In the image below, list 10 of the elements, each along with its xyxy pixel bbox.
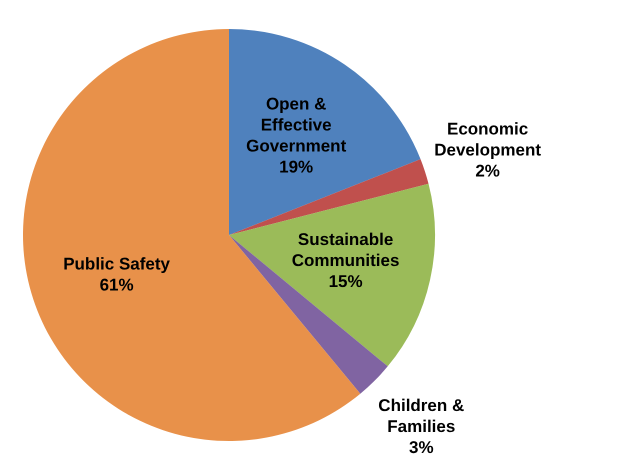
slice-label: Economic Development	[434, 120, 542, 160]
slice-label: Public Safety	[63, 254, 171, 274]
slice-label: Open & Effective Government	[246, 94, 347, 156]
data-label: 3%	[408, 438, 434, 457]
slice-label: Sustainable Communities	[292, 230, 400, 270]
data-label: 61%	[100, 276, 134, 295]
data-label: 2%	[475, 162, 500, 181]
slice-label: Children & Families	[378, 396, 464, 436]
data-label: 15%	[328, 272, 363, 291]
data-label: 19%	[279, 157, 314, 176]
